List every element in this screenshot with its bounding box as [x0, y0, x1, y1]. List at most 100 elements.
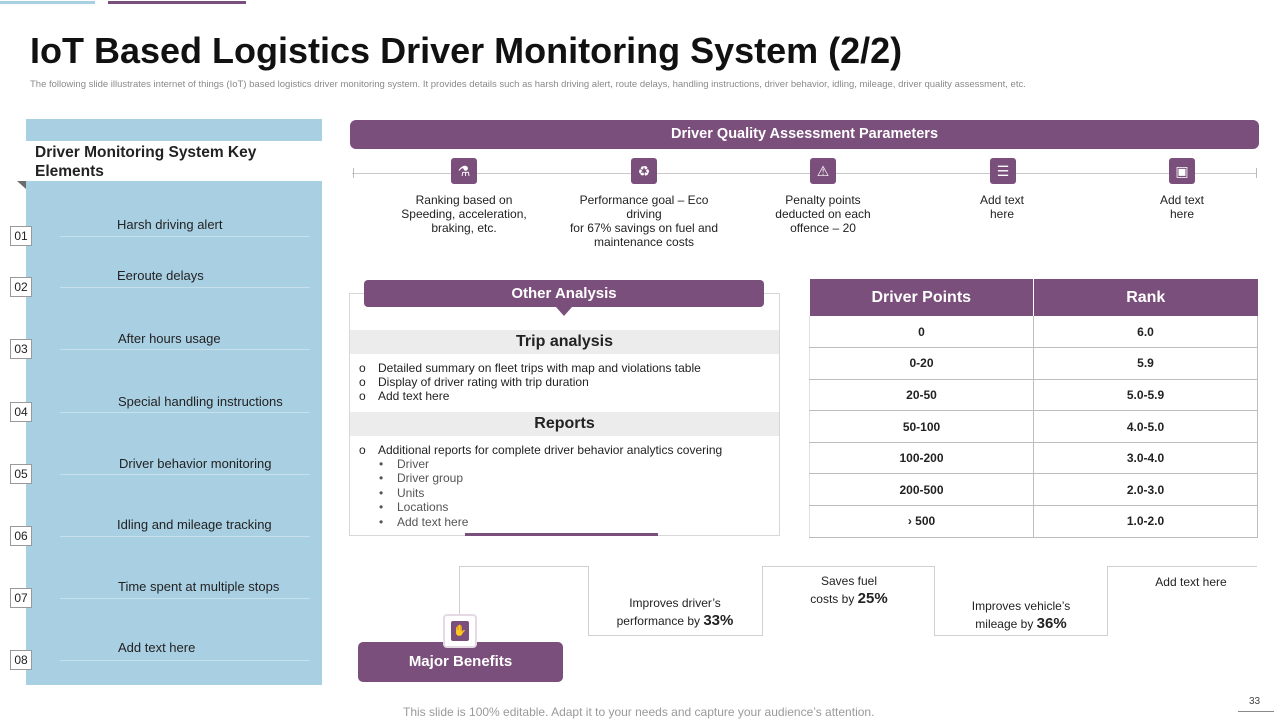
- major-benefits-label: Major Benefits: [358, 642, 563, 682]
- card-accent-line: [465, 533, 658, 536]
- table-cell: 100-200: [809, 442, 1034, 475]
- trip-analysis-item: o Add text here: [359, 389, 450, 403]
- table-cell: › 500: [809, 505, 1034, 538]
- reports-item: o Additional reports for complete driver …: [359, 443, 723, 457]
- benefit-connector: [762, 566, 935, 567]
- heading-fold-triangle: [17, 181, 26, 189]
- benefit-mileage: Improves vehicle’s mileage by 36%: [971, 599, 1071, 632]
- table-cell: 20-50: [809, 379, 1034, 412]
- table-row: › 500 1.0-2.0: [809, 505, 1258, 538]
- page-number-underline: [1238, 711, 1274, 712]
- table-row: 50-100 4.0-5.0: [809, 410, 1258, 443]
- item-divider: [60, 474, 310, 475]
- item-divider: [60, 536, 310, 537]
- table-cell: 0-20: [809, 347, 1034, 380]
- benefit-connector: [588, 635, 762, 636]
- item-label: Time spent at multiple stops: [118, 579, 280, 594]
- item-number: 05: [10, 464, 32, 484]
- other-analysis-heading: Other Analysis: [364, 280, 764, 307]
- trip-analysis-item: o Display of driver rating with trip dura…: [359, 375, 589, 389]
- benefit-connector: [1107, 566, 1108, 636]
- trip-analysis-item: o Detailed summary on fleet trips with ma…: [359, 361, 701, 375]
- monitor-icon: ▣: [1169, 158, 1195, 184]
- benefit-connector: [762, 566, 763, 636]
- item-divider: [60, 349, 310, 350]
- hand-coin-icon: ✋: [451, 621, 469, 641]
- benefit-performance: Improves driver’s performance by 33%: [616, 596, 734, 629]
- quality-parameters-heading: Driver Quality Assessment Parameters: [350, 120, 1259, 149]
- item-number: 06: [10, 526, 32, 546]
- benefit-fuel: Saves fuel costs by 25%: [810, 574, 888, 607]
- eco-driving-icon: ♻: [631, 158, 657, 184]
- reports-sub-item: • Add text here: [379, 515, 469, 529]
- top-accent-bar-blue: [0, 1, 95, 4]
- page-title: IoT Based Logistics Driver Monitoring Sy…: [30, 30, 903, 71]
- benefit-connector: [1107, 566, 1257, 567]
- footer-note: This slide is 100% editable. Adapt it to…: [403, 705, 875, 719]
- table-cell: 1.0-2.0: [1033, 505, 1258, 538]
- item-number: 07: [10, 588, 32, 608]
- clipboard-icon: ☰: [990, 158, 1016, 184]
- item-divider: [60, 412, 310, 413]
- timeline-tick: [1256, 168, 1257, 178]
- key-elements-heading: Driver Monitoring System Key Elements: [26, 141, 322, 181]
- benefit-connector: [934, 635, 1108, 636]
- driver-points-table: Driver Points Rank 0 6.0 0-20 5.9 20-50 5.0…: [809, 279, 1258, 538]
- table-header-row: Driver Points Rank: [809, 279, 1258, 316]
- benefit-connector: [459, 566, 460, 616]
- benefit-connector: [934, 566, 935, 636]
- item-number: 03: [10, 339, 32, 359]
- quality-param-text: Penalty points deducted on each offence – …: [775, 193, 871, 235]
- benefit-connector: [588, 566, 589, 636]
- table-cell: 3.0-4.0: [1033, 442, 1258, 475]
- item-label: Driver behavior monitoring: [119, 456, 272, 471]
- heading-pointer: [556, 307, 572, 316]
- trip-analysis-heading: Trip analysis: [350, 330, 779, 354]
- reports-sub-item: • Units: [379, 486, 425, 500]
- item-divider: [60, 598, 310, 599]
- reports-sub-item: • Driver group: [379, 471, 464, 485]
- table-cell: 4.0-5.0: [1033, 410, 1258, 443]
- quality-param-text: Ranking based on Speeding, acceleration, b…: [401, 193, 527, 235]
- quality-param-text: Add text here: [1159, 193, 1205, 221]
- table-cell: 6.0: [1033, 316, 1258, 349]
- table-cell: 200-500: [809, 473, 1034, 507]
- benefits-icon-frame: ✋: [443, 614, 477, 648]
- item-number: 01: [10, 226, 32, 246]
- item-label: After hours usage: [118, 331, 221, 346]
- table-row: 0-20 5.9: [809, 347, 1258, 380]
- item-number: 02: [10, 277, 32, 297]
- quality-param-text: Add text here: [979, 193, 1025, 221]
- table-cell: 0: [809, 316, 1034, 349]
- item-number: 08: [10, 650, 32, 670]
- item-label: Idling and mileage tracking: [117, 517, 272, 532]
- table-cell: 2.0-3.0: [1033, 473, 1258, 507]
- benefit-connector: [459, 566, 589, 567]
- reports-sub-item: • Driver: [379, 457, 429, 471]
- reports-heading: Reports: [350, 412, 779, 436]
- driver-seat-icon: ⚗: [451, 158, 477, 184]
- item-divider: [60, 287, 310, 288]
- item-label: Eeroute delays: [117, 268, 204, 283]
- key-elements-panel: [26, 119, 322, 685]
- page-number: 33: [1249, 696, 1261, 707]
- top-accent-bar-purple: [108, 1, 246, 4]
- penalty-icon: ⚠: [810, 158, 836, 184]
- table-row: 200-500 2.0-3.0: [809, 473, 1258, 507]
- item-number: 04: [10, 402, 32, 422]
- item-divider: [60, 660, 310, 661]
- quality-param-text: Performance goal – Eco driving for 67% sa…: [569, 193, 719, 249]
- item-divider: [60, 236, 310, 237]
- table-row: 0 6.0: [809, 316, 1258, 349]
- item-label: Special handling instructions: [118, 394, 283, 409]
- table-cell: 5.0-5.9: [1033, 379, 1258, 412]
- item-label: Add text here: [118, 640, 196, 655]
- item-label: Harsh driving alert: [117, 217, 223, 232]
- reports-sub-item: • Locations: [379, 500, 449, 514]
- table-cell: 50-100: [809, 410, 1034, 443]
- parameters-timeline: [352, 173, 1257, 174]
- benefit-add-text: Add text here: [1155, 575, 1227, 589]
- column-header: Driver Points: [809, 279, 1034, 316]
- page-subtitle: The following slide illustrates internet…: [30, 79, 1026, 90]
- table-row: 20-50 5.0-5.9: [809, 379, 1258, 412]
